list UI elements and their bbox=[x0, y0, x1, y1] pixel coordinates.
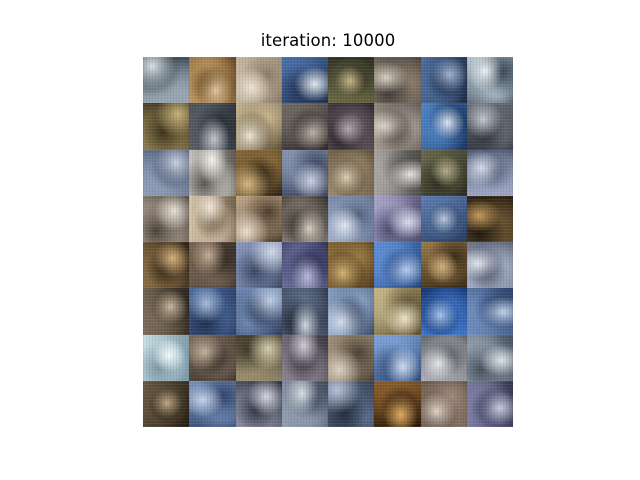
sample-tile bbox=[143, 380, 190, 427]
sample-tile bbox=[374, 380, 421, 427]
sample-tile bbox=[189, 57, 236, 104]
sample-tile bbox=[189, 103, 236, 150]
sample-tile bbox=[281, 334, 328, 381]
sample-tile bbox=[143, 57, 190, 104]
sample-tile bbox=[328, 288, 375, 335]
sample-tile bbox=[328, 334, 375, 381]
sample-tile bbox=[328, 57, 375, 104]
sample-tile bbox=[143, 103, 190, 150]
sample-tile bbox=[420, 149, 467, 196]
sample-tile bbox=[235, 149, 282, 196]
sample-tile bbox=[235, 103, 282, 150]
sample-tile bbox=[189, 380, 236, 427]
sample-tile bbox=[466, 57, 513, 104]
sample-tile bbox=[466, 288, 513, 335]
sample-tile bbox=[189, 242, 236, 289]
sample-tile bbox=[281, 57, 328, 104]
sample-tile bbox=[235, 57, 282, 104]
sample-tile bbox=[143, 334, 190, 381]
sample-tile bbox=[281, 242, 328, 289]
sample-tile bbox=[374, 149, 421, 196]
sample-tile bbox=[328, 103, 375, 150]
sample-tile bbox=[420, 242, 467, 289]
sample-tile bbox=[235, 334, 282, 381]
sample-tile bbox=[374, 334, 421, 381]
sample-tile bbox=[328, 242, 375, 289]
sample-tile bbox=[420, 57, 467, 104]
sample-tile bbox=[235, 242, 282, 289]
sample-tile bbox=[143, 288, 190, 335]
sample-tile bbox=[466, 149, 513, 196]
sample-tile bbox=[143, 242, 190, 289]
sample-tile bbox=[420, 380, 467, 427]
sample-tile bbox=[281, 103, 328, 150]
sample-tile bbox=[374, 288, 421, 335]
sample-tile bbox=[281, 195, 328, 242]
sample-tile bbox=[143, 195, 190, 242]
sample-tile bbox=[466, 380, 513, 427]
sample-tile bbox=[281, 149, 328, 196]
sample-tile bbox=[189, 334, 236, 381]
sample-tile bbox=[281, 380, 328, 427]
sample-tile bbox=[466, 242, 513, 289]
figure-title: iteration: 10000 bbox=[260, 31, 396, 50]
sample-tile bbox=[189, 288, 236, 335]
sample-tile bbox=[235, 380, 282, 427]
sample-tile bbox=[374, 57, 421, 104]
sample-tile bbox=[420, 103, 467, 150]
sample-tile bbox=[374, 103, 421, 150]
sample-tile bbox=[420, 334, 467, 381]
sample-tile bbox=[328, 149, 375, 196]
sample-tile bbox=[328, 380, 375, 427]
sample-tile bbox=[328, 195, 375, 242]
sample-tile bbox=[235, 195, 282, 242]
sample-tile bbox=[466, 334, 513, 381]
generated-samples-grid bbox=[143, 57, 513, 427]
sample-tile bbox=[374, 242, 421, 289]
sample-tile bbox=[143, 149, 190, 196]
sample-tile bbox=[420, 195, 467, 242]
sample-tile bbox=[281, 288, 328, 335]
sample-tile bbox=[420, 288, 467, 335]
sample-tile bbox=[189, 149, 236, 196]
sample-tile bbox=[466, 103, 513, 150]
sample-tile bbox=[466, 195, 513, 242]
sample-tile bbox=[374, 195, 421, 242]
sample-tile bbox=[235, 288, 282, 335]
sample-tile bbox=[189, 195, 236, 242]
